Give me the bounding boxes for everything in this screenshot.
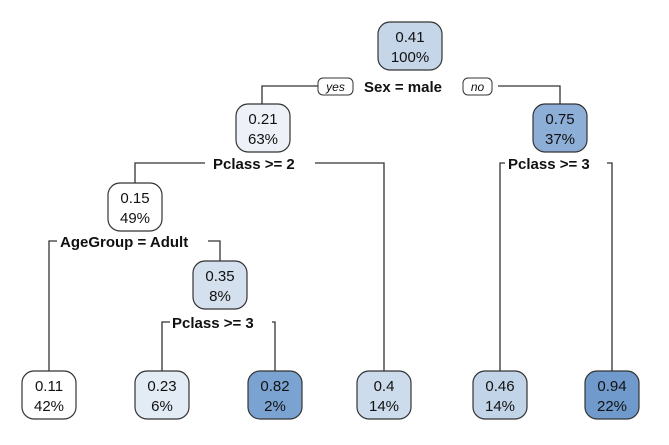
edge-child-split <box>161 321 276 372</box>
edge-female-split <box>499 162 613 372</box>
leaf-box <box>472 370 528 420</box>
node-root-value: 0.41 <box>395 29 424 46</box>
node-male-lowclass-child-value: 0.35 <box>205 268 234 285</box>
leaf-box <box>247 370 303 420</box>
node-male-value: 0.21 <box>248 111 277 128</box>
leaf-percent: 14% <box>369 398 399 415</box>
leaf-percent: 42% <box>34 398 64 415</box>
leaf-node: 0.4 14% <box>356 370 412 420</box>
node-male-lowclass-child-percent: 8% <box>209 288 231 305</box>
leaf-node: 0.23 6% <box>134 370 190 420</box>
split-label-child: Pclass >= 3 <box>172 315 254 332</box>
leaf-percent: 6% <box>151 398 173 415</box>
node-root-percent: 100% <box>391 49 429 66</box>
node-male-lowclass-child: 0.35 8% <box>192 260 248 310</box>
node-male-lowclass: 0.15 49% <box>107 182 163 232</box>
leaf-box <box>21 370 77 420</box>
leaf-percent: 14% <box>485 398 515 415</box>
node-female-box <box>532 103 588 153</box>
leaf-box <box>356 370 412 420</box>
leaf-percent: 2% <box>264 398 286 415</box>
leaf-percent: 22% <box>597 398 627 415</box>
node-root: 0.41 100% <box>377 21 443 71</box>
node-female-percent: 37% <box>545 131 575 148</box>
node-male-lowclass-value: 0.15 <box>120 190 149 207</box>
node-male: 0.21 63% <box>235 103 291 153</box>
leaf-value: 0.4 <box>374 378 395 395</box>
leaf-value: 0.46 <box>485 378 514 395</box>
split-label-female: Pclass >= 3 <box>508 156 590 173</box>
node-root-box <box>377 21 443 71</box>
leaf-value: 0.82 <box>260 378 289 395</box>
node-male-lowclass-child-box <box>192 260 248 310</box>
no-label: no <box>471 80 485 94</box>
leaf-value: 0.94 <box>597 378 626 395</box>
split-label-male: Pclass >= 2 <box>213 156 295 173</box>
edge-root-split <box>261 85 561 105</box>
leaf-value: 0.11 <box>35 378 63 395</box>
leaf-node: 0.94 22% <box>584 370 640 420</box>
node-male-percent: 63% <box>248 131 278 148</box>
split-label-root: Sex = male <box>364 79 442 96</box>
node-female-value: 0.75 <box>545 111 574 128</box>
split-label-age: AgeGroup = Adult <box>60 234 188 251</box>
node-male-lowclass-box <box>107 182 163 232</box>
edge-male-split <box>134 162 385 372</box>
leaf-box <box>584 370 640 420</box>
leaf-node: 0.46 14% <box>472 370 528 420</box>
leaf-value: 0.23 <box>147 378 176 395</box>
node-female: 0.75 37% <box>532 103 588 153</box>
leaf-node: 0.11 42% <box>21 370 77 420</box>
no-branch-label: no <box>462 77 493 96</box>
node-male-lowclass-percent: 49% <box>120 210 150 227</box>
yes-branch-label: yes <box>317 77 354 96</box>
yes-label: yes <box>325 80 345 94</box>
leaf-node: 0.82 2% <box>247 370 303 420</box>
leaf-box <box>134 370 190 420</box>
node-male-box <box>235 103 291 153</box>
edge-age-split <box>48 240 221 372</box>
